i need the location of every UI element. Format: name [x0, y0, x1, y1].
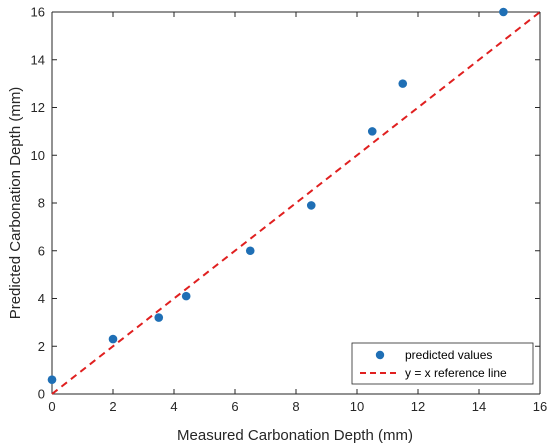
y-axis-label: Predicted Carbonation Depth (mm): [7, 87, 24, 320]
data-point: [245, 246, 255, 256]
legend-box: [351, 342, 534, 385]
y-tick-label: 8: [38, 196, 45, 211]
legend-marker-predicted: [375, 350, 385, 360]
data-point: [154, 313, 164, 322]
y-tick-label: 2: [38, 339, 45, 354]
y-tick-label: 14: [31, 52, 45, 67]
data-point: [181, 291, 191, 301]
y-tick-label: 10: [31, 148, 45, 163]
reference-line: [51, 11, 541, 395]
x-tick-label: 14: [472, 399, 486, 414]
plot-area: 0 2 4 6 8 10 12 14 16 0 2 4 6 8 10 12 14 16: [31, 5, 548, 415]
x-axis-label: Measured Carbonation Depth (mm): [177, 427, 413, 444]
y-tick-label: 6: [38, 243, 45, 258]
x-tick-label: 6: [231, 399, 238, 414]
y-tick-label: 16: [31, 5, 45, 20]
data-point: [499, 7, 508, 17]
data-point: [398, 79, 408, 88]
x-tick-label: 16: [533, 399, 547, 414]
data-point: [306, 201, 316, 210]
data-point: [367, 127, 377, 136]
y-tick-label: 0: [38, 387, 45, 402]
y-tick-label: 12: [31, 100, 45, 115]
x-tick-label: 2: [109, 399, 116, 414]
x-tick-label: 10: [350, 399, 364, 414]
x-tick-label: 8: [292, 399, 299, 414]
x-tick-label: 0: [48, 399, 55, 414]
x-tick-label: 12: [411, 399, 425, 414]
x-tick-label: 4: [170, 399, 177, 414]
data-point: [108, 334, 118, 344]
legend-label-reference: y = x reference line: [405, 366, 507, 380]
data-point: [47, 375, 57, 384]
legend-label-predicted: predicted values: [405, 348, 492, 362]
y-tick-label: 4: [38, 291, 45, 306]
legend: predicted values y = x reference line: [351, 342, 534, 385]
